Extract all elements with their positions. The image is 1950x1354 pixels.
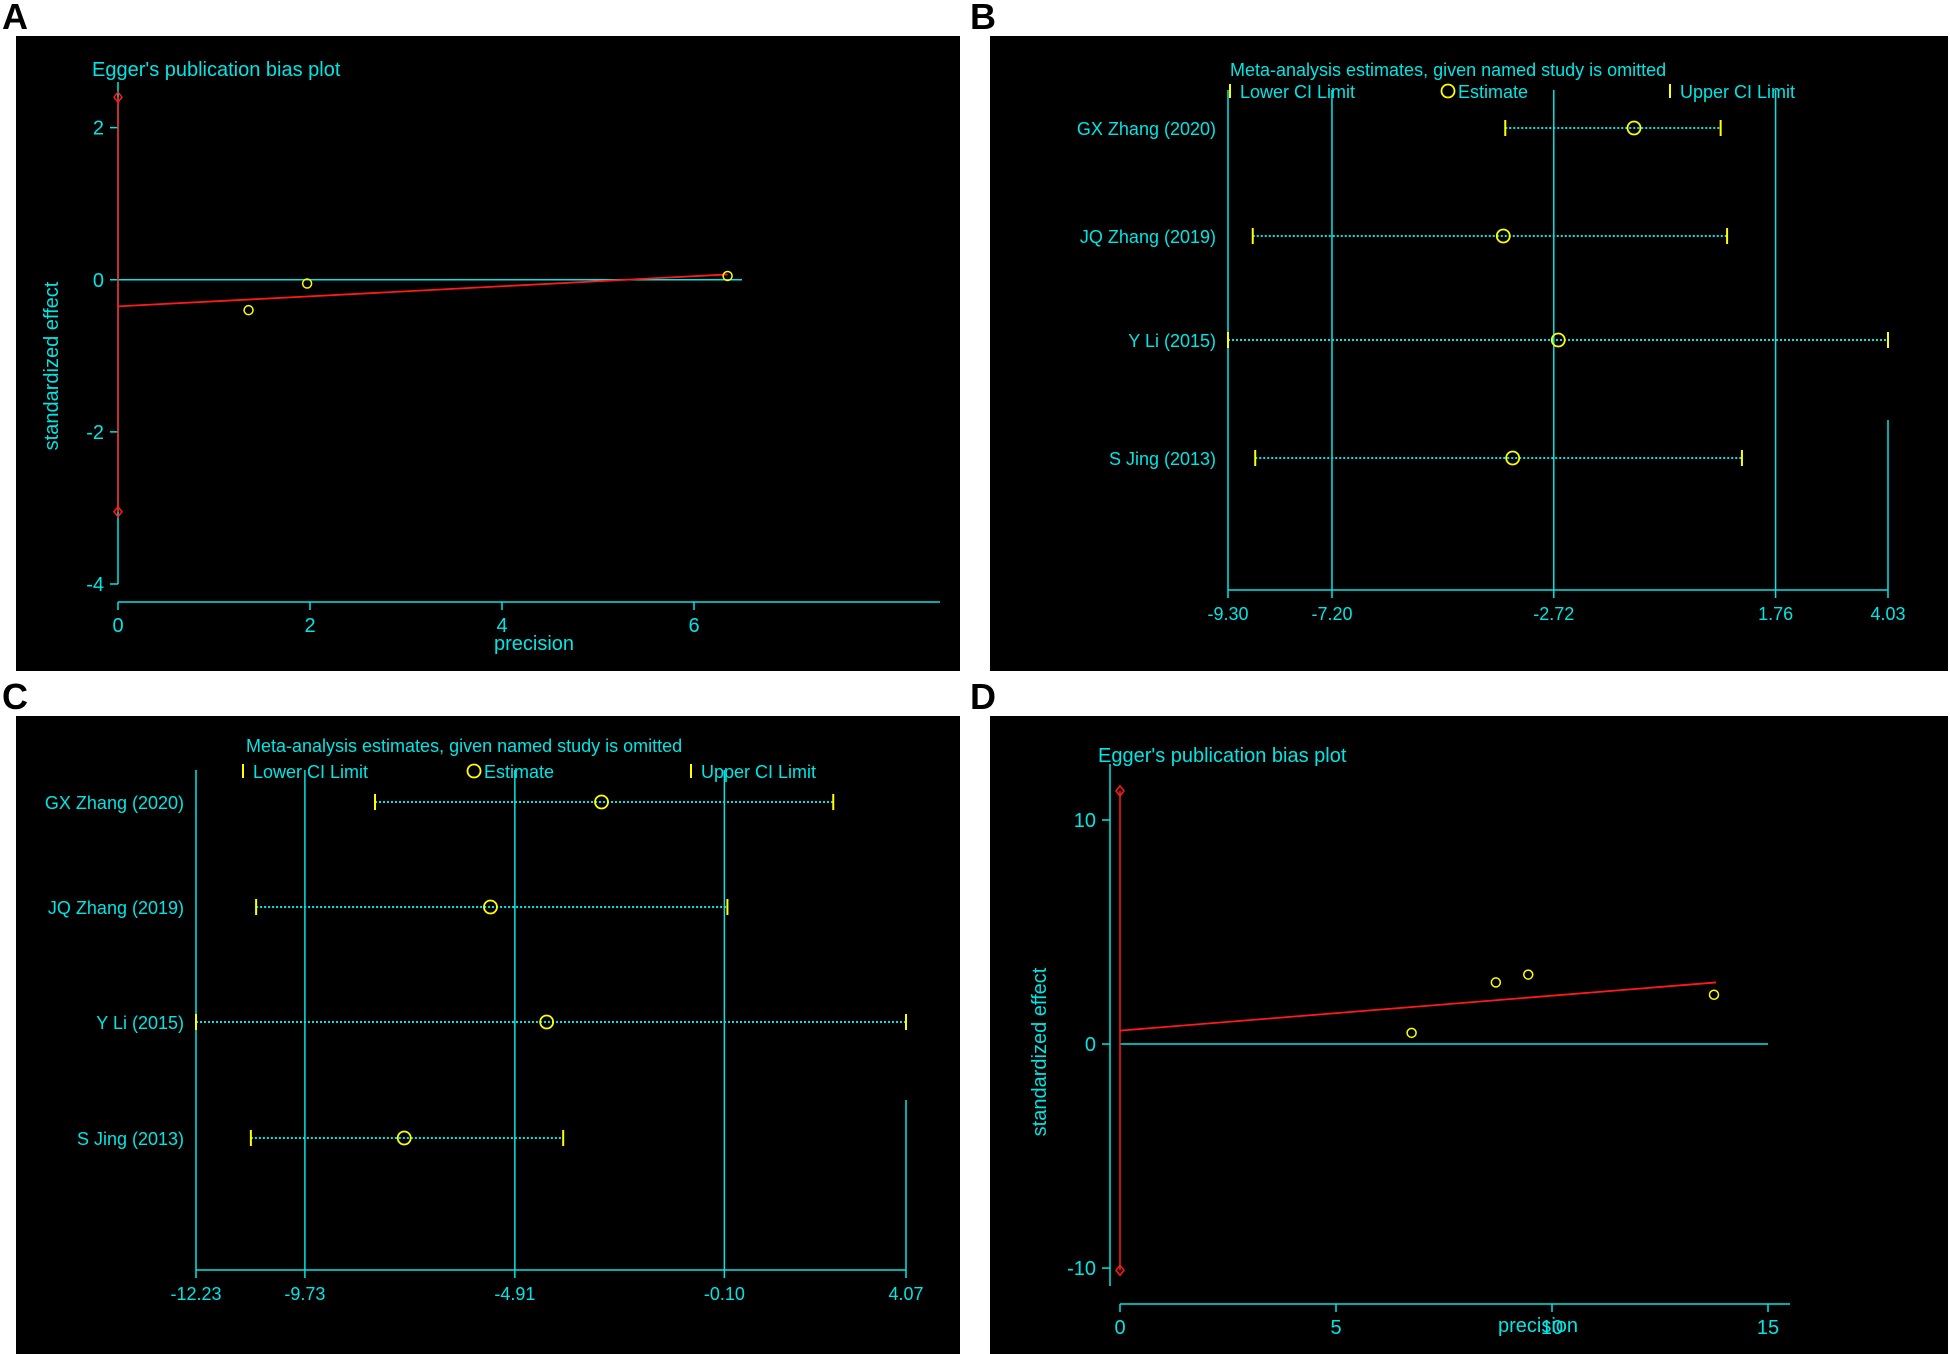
egger-plot-a-xlabel: precision bbox=[494, 633, 574, 655]
panel-d-egger-plot: Egger's publication bias plot precision … bbox=[990, 716, 1948, 1354]
panel-letter-b: B bbox=[970, 0, 996, 37]
forest-b-estimate-marker bbox=[1626, 120, 1642, 136]
forest-c-x-tick-label: 4.07 bbox=[888, 1284, 923, 1304]
egger-plot-d-title: Egger's publication bias plot bbox=[1098, 745, 1347, 767]
forest-c-legend-upper-label: Upper CI Limit bbox=[701, 762, 816, 782]
panel-b-forest-plot: Meta-analysis estimates, given named stu… bbox=[990, 36, 1948, 671]
forest-b-legend-lower-label: Lower CI Limit bbox=[1240, 82, 1355, 102]
egger-d-data-point bbox=[1490, 977, 1502, 988]
forest-b-x-tick-label: 1.76 bbox=[1758, 604, 1793, 624]
egger-a-data-point bbox=[301, 278, 313, 289]
forest-b-study-label: JQ Zhang (2019) bbox=[1080, 227, 1216, 247]
forest-c-legend-estimate-marker bbox=[466, 763, 482, 779]
forest-c-estimate-marker bbox=[396, 1130, 412, 1146]
egger-d-y-tick-label: 0 bbox=[1085, 1034, 1096, 1056]
forest-c-study-label: GX Zhang (2020) bbox=[45, 793, 184, 813]
panel-a-egger-plot: Egger's publication bias plot precision … bbox=[16, 36, 960, 671]
forest-c-x-tick-label: -4.91 bbox=[494, 1284, 535, 1304]
egger-plot-d-xlabel: precision bbox=[1498, 1315, 1578, 1337]
egger-a-y-tick-label: -4 bbox=[86, 574, 104, 596]
forest-b-x-tick-label: -7.20 bbox=[1311, 604, 1352, 624]
egger-plot-a-ylabel: standardized effect bbox=[41, 281, 63, 450]
forest-plot-c-title: Meta-analysis estimates, given named stu… bbox=[246, 736, 682, 756]
egger-a-x-tick-label: 4 bbox=[496, 615, 507, 637]
forest-c-legend-lower-label: Lower CI Limit bbox=[253, 762, 368, 782]
egger-d-regression-line bbox=[1119, 981, 1717, 1032]
egger-d-x-tick-label: 10 bbox=[1541, 1317, 1563, 1339]
egger-plot-d-svg: Egger's publication bias plot precision … bbox=[1029, 745, 1790, 1339]
forest-c-x-tick-label: -12.23 bbox=[170, 1284, 221, 1304]
forest-b-estimate-marker bbox=[1495, 228, 1511, 244]
egger-a-y-tick-label: -2 bbox=[86, 422, 104, 444]
panel-letter-a: A bbox=[2, 0, 28, 37]
egger-a-x-tick-label: 0 bbox=[112, 615, 123, 637]
egger-d-x-tick-label: 5 bbox=[1330, 1317, 1341, 1339]
egger-a-y-tick-label: 2 bbox=[93, 118, 104, 140]
forest-b-estimate-marker bbox=[1550, 332, 1566, 348]
egger-d-x-tick-label: 15 bbox=[1757, 1317, 1779, 1339]
forest-b-legend-upper-label: Upper CI Limit bbox=[1680, 82, 1795, 102]
egger-d-data-point bbox=[1406, 1027, 1417, 1039]
egger-a-data-point bbox=[243, 304, 254, 316]
egger-d-data-point bbox=[1522, 969, 1534, 980]
forest-b-study-label: Y Li (2015) bbox=[1128, 331, 1216, 351]
forest-b-estimate-marker bbox=[1505, 450, 1521, 466]
egger-d-y-tick-label: 10 bbox=[1074, 810, 1096, 832]
panel-c-forest-plot: Meta-analysis estimates, given named stu… bbox=[16, 716, 960, 1354]
forest-c-legend-estimate-label: Estimate bbox=[484, 762, 554, 782]
egger-plot-d-ylabel: standardized effect bbox=[1029, 967, 1051, 1136]
forest-c-estimate-marker bbox=[539, 1014, 555, 1030]
panel-letter-c: C bbox=[2, 676, 28, 717]
egger-d-x-tick-label: 0 bbox=[1114, 1317, 1125, 1339]
egger-d-intercept-ci-marker bbox=[1115, 1264, 1125, 1277]
egger-a-x-tick-label: 6 bbox=[688, 615, 699, 637]
egger-d-data-point bbox=[1708, 989, 1720, 1001]
egger-a-intercept-ci-marker bbox=[113, 505, 123, 518]
egger-a-y-tick-label: 0 bbox=[93, 270, 104, 292]
forest-plot-b-title: Meta-analysis estimates, given named stu… bbox=[1230, 60, 1666, 80]
egger-plot-a-title: Egger's publication bias plot bbox=[92, 59, 341, 81]
forest-b-study-label: GX Zhang (2020) bbox=[1077, 119, 1216, 139]
forest-c-estimate-marker bbox=[483, 899, 498, 915]
egger-d-intercept-ci-marker bbox=[1115, 784, 1125, 798]
forest-b-x-tick-label: -2.72 bbox=[1533, 604, 1574, 624]
forest-plot-c-svg: Meta-analysis estimates, given named stu… bbox=[45, 736, 924, 1304]
forest-b-legend-estimate-label: Estimate bbox=[1458, 82, 1528, 102]
forest-b-x-tick-label: -9.30 bbox=[1207, 604, 1248, 624]
forest-c-study-label: Y Li (2015) bbox=[96, 1013, 184, 1033]
forest-plot-b-svg: Meta-analysis estimates, given named stu… bbox=[1077, 60, 1906, 624]
forest-b-legend-estimate-marker bbox=[1440, 83, 1456, 99]
egger-a-intercept-ci-marker bbox=[113, 91, 123, 104]
forest-c-study-label: JQ Zhang (2019) bbox=[48, 898, 184, 918]
forest-b-x-tick-label: 4.03 bbox=[1870, 604, 1905, 624]
forest-b-study-label: S Jing (2013) bbox=[1109, 449, 1216, 469]
egger-a-data-point bbox=[722, 270, 733, 282]
egger-a-regression-line bbox=[117, 273, 728, 308]
forest-c-x-tick-label: -0.10 bbox=[704, 1284, 745, 1304]
forest-c-x-tick-label: -9.73 bbox=[284, 1284, 325, 1304]
egger-a-x-tick-label: 2 bbox=[304, 615, 315, 637]
forest-c-study-label: S Jing (2013) bbox=[77, 1129, 184, 1149]
egger-plot-a-svg: Egger's publication bias plot precision … bbox=[41, 59, 940, 655]
panel-letter-d: D bbox=[970, 676, 996, 717]
egger-d-y-tick-label: -10 bbox=[1067, 1258, 1096, 1280]
forest-c-estimate-marker bbox=[594, 794, 609, 810]
